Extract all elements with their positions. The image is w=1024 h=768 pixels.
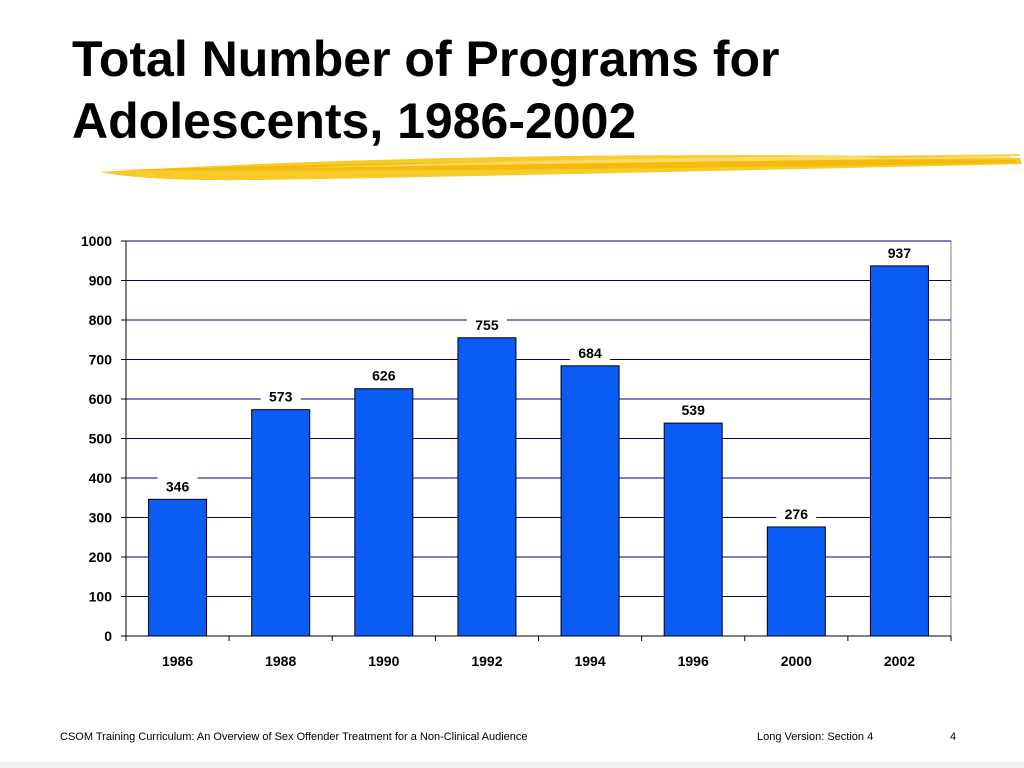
data-label-background: [260, 387, 301, 406]
y-tick-label: 400: [89, 470, 113, 486]
y-tick-label: 300: [89, 510, 113, 526]
data-label-background: [157, 477, 198, 496]
bar-2000: [766, 526, 826, 637]
x-tick-label: 1994: [574, 653, 605, 669]
bar-1990: [354, 388, 414, 637]
x-tick-label: 1990: [368, 653, 399, 669]
data-label-1996: 539: [682, 402, 706, 418]
data-label-1994: 684: [578, 345, 602, 361]
data-label-background: [570, 343, 611, 362]
data-label-2000: 276: [785, 506, 809, 522]
y-tick-label: 1000: [81, 233, 112, 249]
data-label-background: [466, 315, 507, 334]
data-label-background: [673, 401, 714, 420]
x-tick-label: 1996: [678, 653, 709, 669]
data-label-background: [879, 243, 920, 262]
data-label-1986: 346: [166, 478, 190, 494]
y-tick-label: 600: [89, 391, 113, 407]
data-label-background: [776, 504, 817, 523]
bar-1992: [457, 337, 517, 637]
data-label-1988: 573: [269, 389, 293, 405]
bar-1986: [148, 498, 208, 637]
x-tick-label: 1986: [162, 653, 193, 669]
data-label-1990: 626: [372, 368, 396, 384]
y-tick-label: 200: [89, 549, 113, 565]
y-tick-label: 500: [89, 431, 113, 447]
data-label-background: [363, 366, 404, 385]
footer-course-title: CSOM Training Curriculum: An Overview of…: [60, 731, 528, 743]
slide-title: Total Number of Programs for Adolescents…: [72, 28, 972, 152]
y-tick-label: 800: [89, 312, 113, 328]
y-tick-label: 900: [89, 273, 113, 289]
x-tick-label: 2002: [884, 653, 915, 669]
slide-title-line-2: Adolescents, 1986-2002: [72, 93, 637, 149]
footer-section-label: Long Version: Section 4: [757, 731, 874, 743]
bar-1994: [560, 365, 620, 637]
bar-1996: [663, 422, 723, 637]
y-tick-label: 700: [89, 352, 113, 368]
slide-bottom-band: [0, 762, 1024, 768]
x-tick-label: 2000: [781, 653, 812, 669]
data-label-2002: 937: [888, 245, 912, 261]
data-label-1992: 755: [475, 317, 499, 333]
bar-2002: [869, 265, 929, 637]
footer-page-number: 4: [950, 731, 957, 743]
x-tick-label: 1988: [265, 653, 296, 669]
y-tick-label: 0: [104, 628, 112, 644]
slide-title-line-1: Total Number of Programs for: [72, 31, 780, 87]
bar-1988: [251, 409, 311, 637]
x-tick-label: 1992: [471, 653, 502, 669]
y-tick-label: 100: [89, 589, 113, 605]
